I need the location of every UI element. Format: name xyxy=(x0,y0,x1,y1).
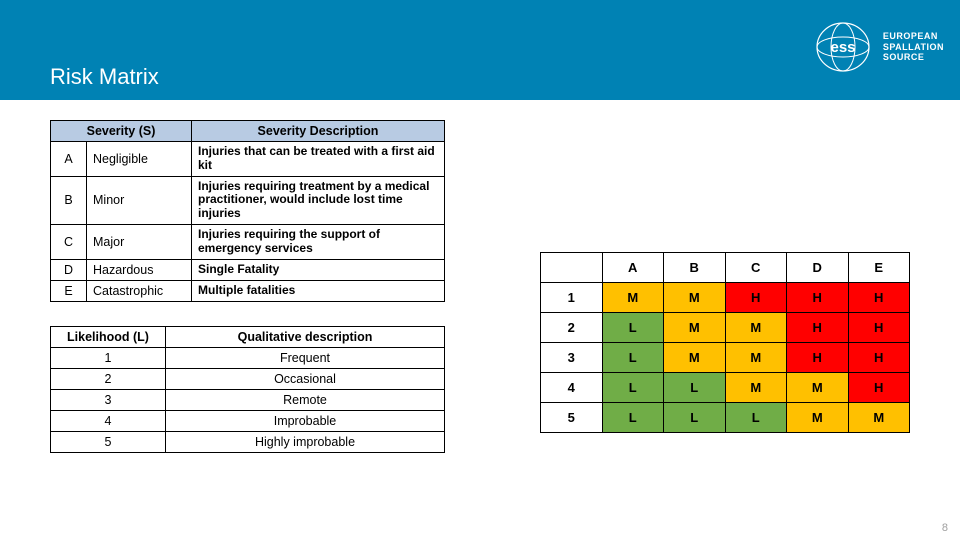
likelihood-description: Highly improbable xyxy=(166,431,445,452)
matrix-row-header: 4 xyxy=(541,373,603,403)
matrix-cell: L xyxy=(602,313,664,343)
logo-text: EUROPEAN SPALLATION SOURCE xyxy=(883,31,944,63)
severity-code: B xyxy=(51,176,87,224)
matrix-cell: L xyxy=(725,403,787,433)
matrix-cell: H xyxy=(848,313,910,343)
severity-desc-header: Severity Description xyxy=(192,121,445,142)
table-row: 1Frequent xyxy=(51,347,445,368)
severity-name: Hazardous xyxy=(87,259,192,280)
table-row: ANegligibleInjuries that can be treated … xyxy=(51,142,445,177)
severity-description: Multiple fatalities xyxy=(192,280,445,301)
matrix-row: 5LLLMM xyxy=(541,403,910,433)
matrix-cell: H xyxy=(787,283,849,313)
matrix-cell: L xyxy=(664,373,726,403)
matrix-col-header: D xyxy=(787,253,849,283)
page-number: 8 xyxy=(942,522,948,534)
table-header-row: Likelihood (L) Qualitative description xyxy=(51,326,445,347)
matrix-cell: H xyxy=(725,283,787,313)
likelihood-table: Likelihood (L) Qualitative description 1… xyxy=(50,326,445,453)
likelihood-code: 5 xyxy=(51,431,166,452)
severity-description: Single Fatality xyxy=(192,259,445,280)
severity-description: Injuries requiring the support of emerge… xyxy=(192,224,445,259)
likelihood-code: 2 xyxy=(51,368,166,389)
table-row: CMajorInjuries requiring the support of … xyxy=(51,224,445,259)
matrix-header-row: ABCDE xyxy=(541,253,910,283)
likelihood-code: 3 xyxy=(51,389,166,410)
matrix-cell: M xyxy=(725,313,787,343)
matrix-row: 4LLMMH xyxy=(541,373,910,403)
matrix-col-header: A xyxy=(602,253,664,283)
matrix-cell: L xyxy=(664,403,726,433)
likelihood-description: Occasional xyxy=(166,368,445,389)
matrix-cell: M xyxy=(664,343,726,373)
table-row: 4Improbable xyxy=(51,410,445,431)
page-title: Risk Matrix xyxy=(50,64,159,90)
matrix-cell: M xyxy=(725,343,787,373)
right-column: ABCDE1MMHHH2LMMHH3LMMHH4LLMMH5LLLMM xyxy=(540,252,910,433)
matrix-col-header: C xyxy=(725,253,787,283)
logo: ess EUROPEAN SPALLATION SOURCE xyxy=(813,18,944,76)
likelihood-code: 4 xyxy=(51,410,166,431)
matrix-cell: L xyxy=(602,343,664,373)
logo-text-line: SOURCE xyxy=(883,52,944,63)
likelihood-description: Frequent xyxy=(166,347,445,368)
matrix-cell: M xyxy=(725,373,787,403)
severity-name: Negligible xyxy=(87,142,192,177)
ess-globe-icon: ess xyxy=(813,18,873,76)
matrix-cell: H xyxy=(787,313,849,343)
likelihood-description: Improbable xyxy=(166,410,445,431)
left-column: Severity (S) Severity Description ANegli… xyxy=(50,120,445,453)
matrix-row: 2LMMHH xyxy=(541,313,910,343)
severity-name: Major xyxy=(87,224,192,259)
likelihood-code: 1 xyxy=(51,347,166,368)
matrix-row: 1MMHHH xyxy=(541,283,910,313)
severity-description: Injuries that can be treated with a firs… xyxy=(192,142,445,177)
matrix-cell: M xyxy=(787,373,849,403)
likelihood-desc-header: Qualitative description xyxy=(166,326,445,347)
severity-code: A xyxy=(51,142,87,177)
matrix-cell: L xyxy=(602,403,664,433)
matrix-row-header: 2 xyxy=(541,313,603,343)
likelihood-description: Remote xyxy=(166,389,445,410)
matrix-cell: M xyxy=(664,283,726,313)
severity-name: Catastrophic xyxy=(87,280,192,301)
table-row: 3Remote xyxy=(51,389,445,410)
matrix-cell: M xyxy=(602,283,664,313)
svg-text:ess: ess xyxy=(830,39,855,56)
severity-code: D xyxy=(51,259,87,280)
table-row: 5Highly improbable xyxy=(51,431,445,452)
severity-code: C xyxy=(51,224,87,259)
header-band: Risk Matrix ess EUROPEAN SPALLATION SOUR… xyxy=(0,0,960,100)
severity-header: Severity (S) xyxy=(51,121,192,142)
matrix-cell: H xyxy=(848,283,910,313)
content-area: Severity (S) Severity Description ANegli… xyxy=(50,110,910,520)
matrix-cell: H xyxy=(848,373,910,403)
matrix-col-header: B xyxy=(664,253,726,283)
table-row: DHazardousSingle Fatality xyxy=(51,259,445,280)
severity-code: E xyxy=(51,280,87,301)
likelihood-header: Likelihood (L) xyxy=(51,326,166,347)
matrix-row: 3LMMHH xyxy=(541,343,910,373)
severity-name: Minor xyxy=(87,176,192,224)
matrix-cell: H xyxy=(787,343,849,373)
matrix-cell: L xyxy=(602,373,664,403)
matrix-cell: H xyxy=(848,343,910,373)
table-row: ECatastrophicMultiple fatalities xyxy=(51,280,445,301)
table-row: BMinorInjuries requiring treatment by a … xyxy=(51,176,445,224)
matrix-cell: M xyxy=(787,403,849,433)
matrix-col-header: E xyxy=(848,253,910,283)
blank-corner xyxy=(541,253,603,283)
risk-matrix: ABCDE1MMHHH2LMMHH3LMMHH4LLMMH5LLLMM xyxy=(540,252,910,433)
logo-text-line: SPALLATION xyxy=(883,42,944,53)
severity-table: Severity (S) Severity Description ANegli… xyxy=(50,120,445,302)
severity-description: Injuries requiring treatment by a medica… xyxy=(192,176,445,224)
matrix-row-header: 5 xyxy=(541,403,603,433)
table-row: 2Occasional xyxy=(51,368,445,389)
matrix-cell: M xyxy=(848,403,910,433)
matrix-cell: M xyxy=(664,313,726,343)
table-header-row: Severity (S) Severity Description xyxy=(51,121,445,142)
logo-text-line: EUROPEAN xyxy=(883,31,944,42)
matrix-row-header: 1 xyxy=(541,283,603,313)
matrix-row-header: 3 xyxy=(541,343,603,373)
